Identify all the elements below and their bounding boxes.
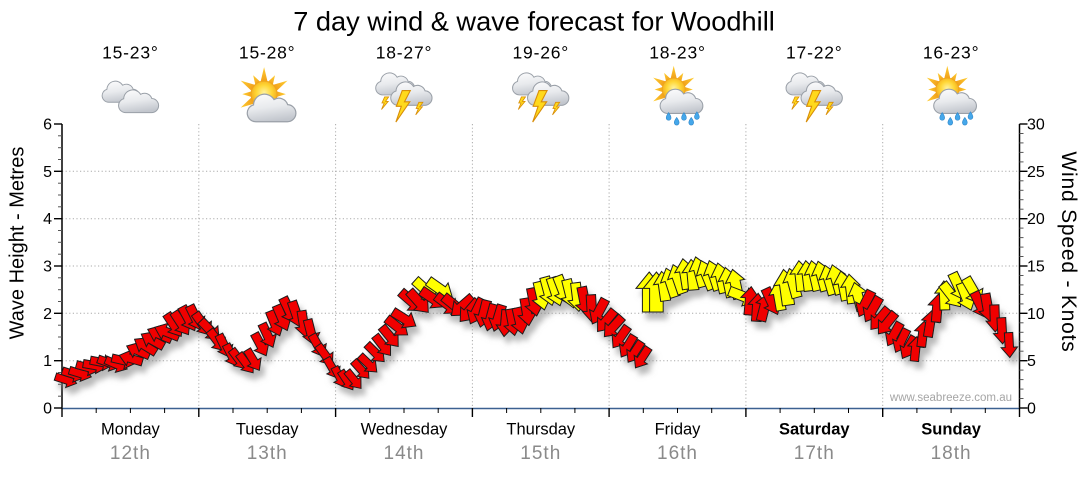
svg-text:18-27°: 18-27° xyxy=(376,43,433,63)
svg-text:www.seabreeze.com.au: www.seabreeze.com.au xyxy=(889,392,1012,404)
svg-text:5: 5 xyxy=(43,164,52,181)
svg-text:25: 25 xyxy=(1027,164,1045,181)
svg-text:1: 1 xyxy=(43,353,52,370)
svg-text:18-23°: 18-23° xyxy=(649,43,706,63)
svg-text:Wednesday: Wednesday xyxy=(361,421,449,439)
svg-text:20: 20 xyxy=(1027,211,1045,228)
svg-text:Friday: Friday xyxy=(655,421,702,439)
svg-text:16th: 16th xyxy=(657,443,698,464)
svg-text:15: 15 xyxy=(1027,259,1045,276)
svg-text:0: 0 xyxy=(43,401,52,418)
svg-text:Monday: Monday xyxy=(101,421,160,439)
svg-text:Sunday: Sunday xyxy=(921,421,981,439)
svg-text:6: 6 xyxy=(43,117,52,134)
svg-text:19-26°: 19-26° xyxy=(513,43,570,63)
svg-text:5: 5 xyxy=(1027,353,1036,370)
svg-text:3: 3 xyxy=(43,259,52,276)
svg-text:30: 30 xyxy=(1027,117,1045,134)
svg-text:18th: 18th xyxy=(931,443,972,464)
svg-text:Wave Height - Metres: Wave Height - Metres xyxy=(7,147,29,340)
svg-text:15-28°: 15-28° xyxy=(239,43,296,63)
svg-text:17-22°: 17-22° xyxy=(786,43,843,63)
svg-text:2: 2 xyxy=(43,306,52,323)
svg-text:10: 10 xyxy=(1027,306,1045,323)
svg-text:15-23°: 15-23° xyxy=(102,43,159,63)
svg-text:4: 4 xyxy=(43,211,52,228)
svg-text:Tuesday: Tuesday xyxy=(236,421,299,439)
svg-text:Thursday: Thursday xyxy=(506,421,576,439)
svg-text:14th: 14th xyxy=(384,443,425,464)
svg-text:16-23°: 16-23° xyxy=(923,43,980,63)
svg-text:13th: 13th xyxy=(247,443,288,464)
svg-text:0: 0 xyxy=(1027,401,1036,418)
svg-text:Saturday: Saturday xyxy=(779,421,850,439)
svg-text:Wind Speed - Knots: Wind Speed - Knots xyxy=(1057,151,1080,352)
svg-text:12th: 12th xyxy=(110,443,151,464)
svg-text:17th: 17th xyxy=(794,443,835,464)
svg-text:15th: 15th xyxy=(520,443,561,464)
svg-text:7 day wind & wave forecast for: 7 day wind & wave forecast for Woodhill xyxy=(293,6,775,37)
